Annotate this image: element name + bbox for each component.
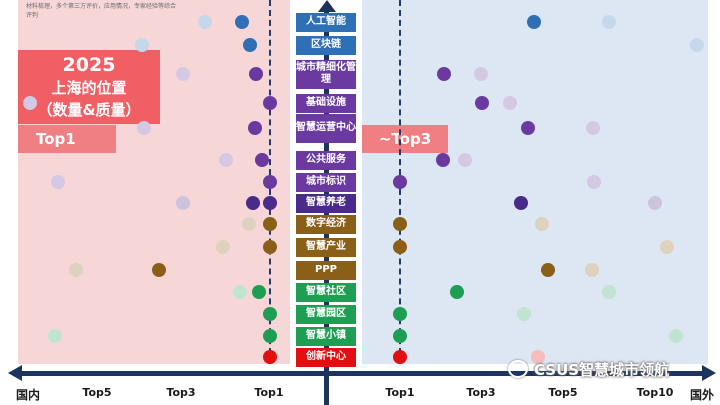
faded-dot	[602, 285, 616, 299]
faded-dot	[458, 153, 472, 167]
title-line-2: （数量&质量）	[37, 101, 141, 119]
category-label: 智慧小镇	[296, 326, 356, 346]
position-dot	[393, 175, 407, 189]
position-dot	[152, 263, 166, 277]
faded-dot	[48, 329, 62, 343]
tick-domestic-top1: Top1	[254, 386, 284, 399]
category-label: 公共服务	[296, 150, 356, 170]
method-note: 材料梳理，多个第三方评价，应用情况，专家经验等综合 评判	[26, 3, 177, 19]
category-label: 智慧养老	[296, 193, 356, 213]
position-dot	[437, 67, 451, 81]
position-dot	[263, 196, 277, 210]
faded-dot	[535, 217, 549, 231]
position-dot	[243, 38, 257, 52]
watermark: CSUS智慧城市领航	[508, 358, 669, 380]
international-rank-tag: ~Top3	[362, 125, 448, 153]
position-dot	[393, 240, 407, 254]
category-label: 区块链	[296, 35, 356, 55]
faded-dot	[602, 15, 616, 29]
faded-dot	[669, 329, 683, 343]
category-label: 数字经济	[296, 214, 356, 234]
faded-dot	[176, 196, 190, 210]
category-label: 基础设施	[296, 93, 356, 113]
faded-dot	[137, 121, 151, 135]
international-region	[362, 0, 708, 364]
axis-left-end-label: 国内	[16, 388, 41, 402]
position-dot	[248, 121, 262, 135]
position-dot	[393, 329, 407, 343]
position-dot	[393, 350, 407, 364]
position-dot	[475, 96, 489, 110]
position-dot	[246, 196, 260, 210]
category-label: 智慧产业	[296, 237, 356, 257]
faded-dot	[587, 175, 601, 189]
watermark-text: CSUS智慧城市领航	[534, 360, 670, 379]
axis-right-end-label: 国外	[690, 388, 715, 402]
category-label: 城市精细化管理	[296, 59, 356, 89]
faded-dot	[216, 240, 230, 254]
category-label: 人工智能	[296, 12, 356, 32]
faded-dot	[176, 67, 190, 81]
faded-dot	[503, 96, 517, 110]
position-dot	[521, 121, 535, 135]
position-dot	[263, 240, 277, 254]
category-label: 智慧园区	[296, 304, 356, 324]
position-dot	[263, 329, 277, 343]
faded-dot	[660, 240, 674, 254]
tick-international-top3: Top3	[466, 386, 496, 399]
position-dot	[393, 307, 407, 321]
position-dot	[541, 263, 555, 277]
faded-dot	[585, 263, 599, 277]
tick-international-top1: Top1	[385, 386, 415, 399]
faded-dot	[690, 38, 704, 52]
position-dot	[263, 96, 277, 110]
faded-dot	[51, 175, 65, 189]
faded-dot	[23, 96, 37, 110]
category-label: 智慧运营中心	[296, 113, 356, 143]
title-line-1: 上海的位置	[51, 79, 127, 97]
position-dot	[263, 307, 277, 321]
category-label: 智慧社区	[296, 282, 356, 302]
category-label: 城市标识	[296, 172, 356, 192]
tick-domestic-top3: Top3	[166, 386, 196, 399]
position-dot	[263, 350, 277, 364]
position-dot	[450, 285, 464, 299]
faded-dot	[517, 307, 531, 321]
position-dot	[252, 285, 266, 299]
tick-international-top5: Top5	[548, 386, 578, 399]
position-dot	[436, 153, 450, 167]
position-dot	[263, 175, 277, 189]
domestic-rank-tag: Top1	[18, 125, 116, 153]
position-dot	[249, 67, 263, 81]
faded-dot	[135, 38, 149, 52]
faded-dot	[648, 196, 662, 210]
vertical-axis-arrow-icon	[318, 0, 336, 12]
tick-international-top10: Top10	[636, 386, 674, 399]
right-arrow-icon	[702, 365, 716, 381]
tick-domestic-top5: Top5	[82, 386, 112, 399]
position-dot	[514, 196, 528, 210]
title-year: 2025	[62, 54, 116, 76]
faded-dot	[586, 121, 600, 135]
position-dot	[255, 153, 269, 167]
left-arrow-icon	[8, 365, 22, 381]
category-label: PPP	[296, 260, 356, 280]
faded-dot	[474, 67, 488, 81]
horizontal-axis	[20, 371, 706, 376]
faded-dot	[531, 350, 545, 364]
position-dot	[527, 15, 541, 29]
faded-dot	[242, 217, 256, 231]
faded-dot	[233, 285, 247, 299]
faded-dot	[219, 153, 233, 167]
wechat-icon	[508, 360, 528, 378]
position-dot	[235, 15, 249, 29]
faded-dot	[69, 263, 83, 277]
category-label: 创新中心	[296, 347, 356, 367]
position-dot	[263, 217, 277, 231]
faded-dot	[198, 15, 212, 29]
position-dot	[393, 217, 407, 231]
title-box: 2025 上海的位置 （数量&质量）	[18, 50, 160, 124]
